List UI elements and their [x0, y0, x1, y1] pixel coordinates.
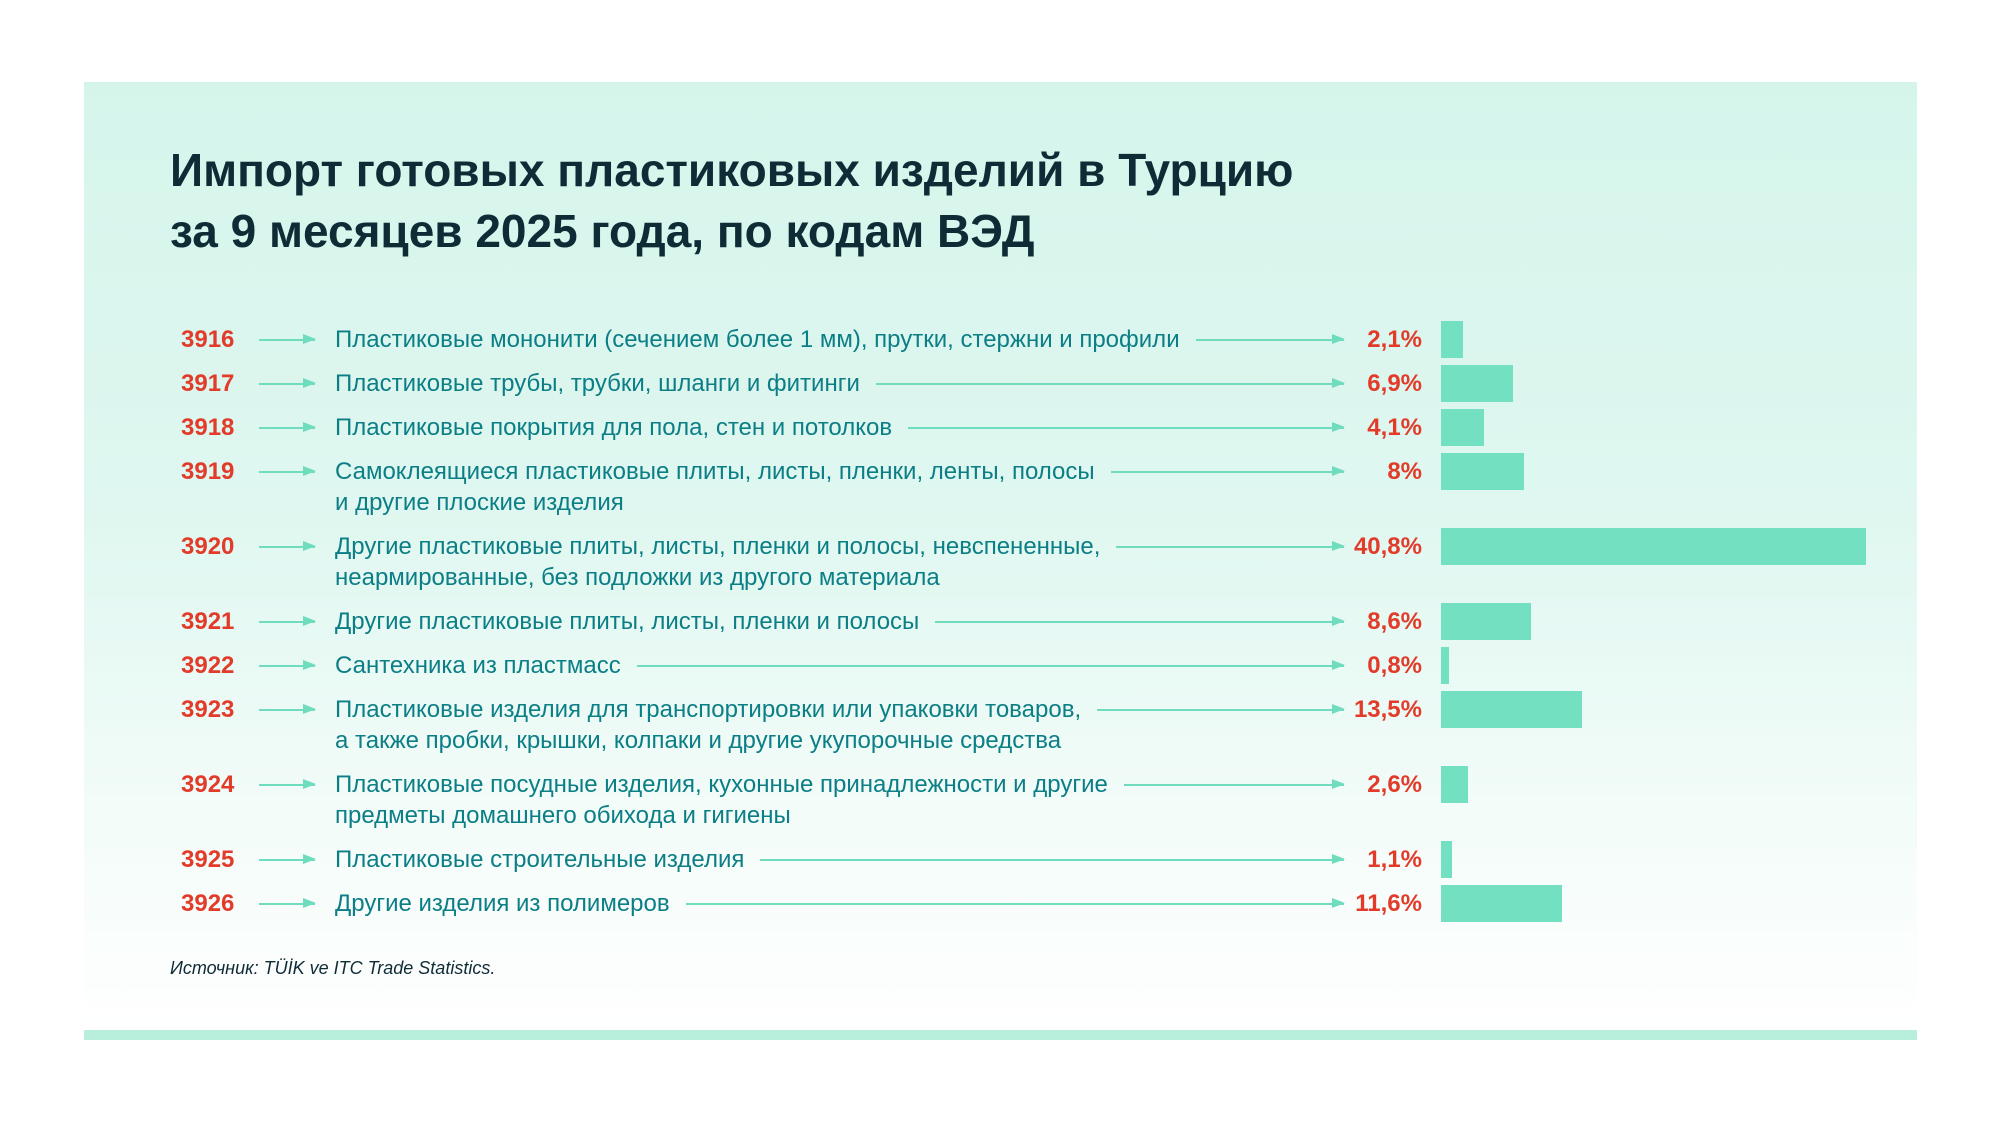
- bottom-accent-strip: [84, 1030, 1917, 1040]
- chart-row: 3922 Сантехника из пластмасс 0,8%: [181, 647, 1881, 684]
- value-label: 4,1%: [1367, 414, 1422, 441]
- category-label: Другие изделия из полимеров: [335, 890, 670, 917]
- bar: [1441, 409, 1484, 446]
- value-label: 2,6%: [1367, 771, 1422, 798]
- hs-code-label: 3918: [181, 414, 235, 441]
- leader-arrow-icon: [908, 412, 1345, 443]
- leader-arrow-icon: [935, 606, 1345, 637]
- category-label: Пластиковые изделия для транспортировки …: [335, 696, 1082, 754]
- leader-arrow-icon: [685, 888, 1346, 919]
- category-label: Пластиковые посудные изделия, кухонные п…: [335, 771, 1108, 829]
- category-label: Пластиковые трубы, трубки, шланги и фити…: [335, 370, 860, 397]
- chart-row: 3925 Пластиковые строительные изделия 1,1%: [181, 841, 1881, 878]
- chart-row: 3921 Другие пластиковые плиты, листы, пле…: [181, 603, 1881, 640]
- category-label: Пластиковые мононити (сечением более 1 м…: [335, 326, 1180, 353]
- arrow-icon: [259, 888, 316, 919]
- bar: [1441, 766, 1469, 803]
- arrow-icon: [259, 412, 316, 443]
- leader-arrow-icon: [875, 368, 1346, 399]
- category-label: Другие пластиковые плиты, листы, пленки …: [335, 608, 920, 635]
- hs-code-label: 3917: [181, 370, 235, 397]
- value-label: 11,6%: [1355, 890, 1422, 917]
- value-label: 0,8%: [1367, 652, 1422, 679]
- arrow-icon: [259, 769, 316, 800]
- arrow-icon: [259, 531, 316, 562]
- hs-code-label: 3925: [181, 846, 235, 873]
- hs-code-label: 3922: [181, 652, 235, 679]
- source-note: Источник: TÜİK ve ITC Trade Statistics.: [170, 958, 496, 978]
- leader-arrow-icon: [1110, 456, 1346, 487]
- chart-row: 3926 Другие изделия из полимеров 11,6%: [181, 885, 1881, 922]
- value-label: 13,5%: [1353, 696, 1422, 723]
- bar: [1441, 453, 1525, 490]
- chart-row: 3919 Самоклеящиеся пластиковые плиты, лис…: [181, 453, 1881, 518]
- arrow-icon: [259, 694, 316, 725]
- category-label: Самоклеящиеся пластиковые плиты, листы, …: [335, 458, 1095, 516]
- arrow-icon: [259, 844, 316, 875]
- hs-code-label: 3920: [181, 533, 235, 560]
- category-label: Пластиковые строительные изделия: [335, 846, 745, 873]
- arrow-icon: [259, 368, 316, 399]
- bar: [1441, 647, 1450, 684]
- bar: [1441, 603, 1531, 640]
- value-label: 8,6%: [1367, 608, 1422, 635]
- arrow-icon: [259, 606, 316, 637]
- hs-code-label: 3926: [181, 890, 235, 917]
- chart-row: 3920 Другие пластиковые плиты, листы, пле…: [181, 528, 1881, 593]
- bar: [1441, 841, 1453, 878]
- arrow-icon: [259, 650, 316, 681]
- bar: [1441, 691, 1582, 728]
- bar: [1441, 885, 1562, 922]
- category-label: Пластиковые покрытия для пола, стен и по…: [335, 414, 893, 441]
- bar: [1441, 365, 1513, 402]
- hs-code-label: 3919: [181, 458, 235, 485]
- value-label: 8%: [1387, 458, 1422, 485]
- value-label: 1,1%: [1367, 846, 1422, 873]
- value-label: 2,1%: [1367, 326, 1422, 353]
- bar: [1441, 321, 1463, 358]
- chart-row: 3923 Пластиковые изделия для транспортиро…: [181, 691, 1881, 756]
- category-label: Другие пластиковые плиты, листы, пленки …: [335, 533, 1101, 591]
- hs-code-label: 3923: [181, 696, 235, 723]
- chart-row: 3916 Пластиковые мононити (сечением более…: [181, 321, 1881, 358]
- hs-code-label: 3924: [181, 771, 235, 798]
- chart-row: 3924 Пластиковые посудные изделия, кухонн…: [181, 766, 1881, 831]
- arrow-icon: [259, 324, 316, 355]
- hs-code-label: 3916: [181, 326, 235, 353]
- arrow-icon: [259, 456, 316, 487]
- leader-arrow-icon: [760, 844, 1345, 875]
- bar: [1441, 528, 1866, 565]
- value-label: 40,8%: [1353, 533, 1422, 560]
- leader-arrow-icon: [1195, 324, 1346, 355]
- chart-row: 3918 Пластиковые покрытия для пола, стен …: [181, 409, 1881, 446]
- chart-rows: 3916 Пластиковые мононити (сечением более…: [181, 321, 1881, 932]
- leader-arrow-icon: [1123, 769, 1346, 800]
- chart-title: Импорт готовых пластиковых изделий в Тур…: [170, 144, 1294, 257]
- leader-arrow-icon: [1097, 694, 1345, 725]
- hs-code-label: 3921: [181, 608, 235, 635]
- category-label: Сантехника из пластмасс: [335, 652, 621, 679]
- leader-arrow-icon: [636, 650, 1346, 681]
- leader-arrow-icon: [1116, 531, 1345, 562]
- value-label: 6,9%: [1367, 370, 1422, 397]
- chart-row: 3917 Пластиковые трубы, трубки, шланги и …: [181, 365, 1881, 402]
